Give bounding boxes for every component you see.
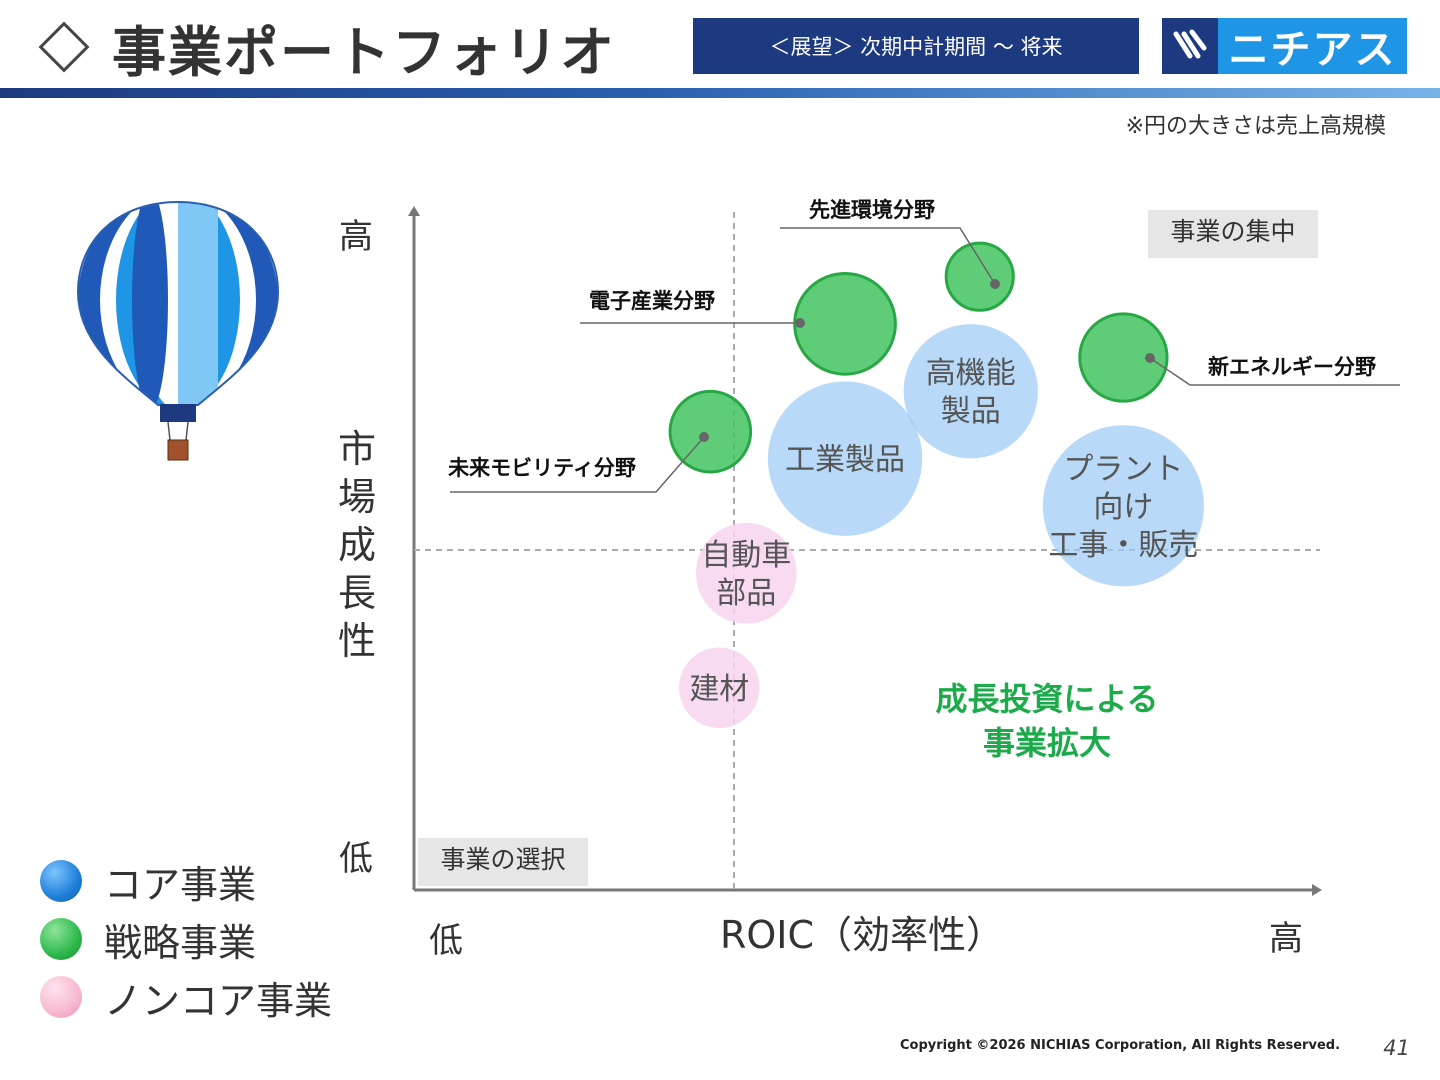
- x-axis-title: ROIC（効率性）: [720, 913, 1004, 957]
- strategic-bubble-label: 電子産業分野: [589, 289, 715, 313]
- leader-dot: [699, 432, 709, 442]
- core-bubble-label: 製品: [941, 394, 1001, 429]
- core-dot-icon: [40, 860, 82, 902]
- strategic-dot-icon: [40, 918, 82, 960]
- y-axis-title-char: 成: [338, 523, 376, 567]
- leader-dot: [795, 318, 805, 328]
- strategic-bubble: [668, 389, 753, 474]
- x-axis-low-label: 低: [429, 921, 463, 961]
- noncore-bubble-label: 建材: [689, 672, 749, 707]
- core-bubble-label: 工事・販売: [1048, 528, 1198, 563]
- strategic-bubble-label: 先進環境分野: [809, 198, 935, 222]
- y-axis-high-label: 高: [339, 217, 373, 257]
- noncore-bubble: [679, 647, 760, 729]
- core-bubble: [767, 381, 923, 536]
- strategic-bubble: [793, 271, 897, 376]
- header-divider: [0, 88, 1440, 98]
- legend-item-core: コア事業: [40, 852, 332, 910]
- noncore-bubble-label: 自動車: [701, 538, 791, 573]
- page-title-bar: 事業ポートフォリオ: [32, 12, 616, 84]
- quadrant-box-bottom-left: [418, 838, 588, 886]
- core-bubble-label: プラント: [1063, 452, 1183, 487]
- size-note: ※円の大きさは売上高規模: [1125, 114, 1386, 139]
- legend-label: ノンコア事業: [104, 978, 333, 1023]
- leader-line: [450, 436, 705, 493]
- hot-air-balloon-illustration: [76, 200, 280, 461]
- quadrant-box-top-right: [1148, 210, 1318, 258]
- leader-dot: [990, 279, 1000, 289]
- growth-annotation: 事業拡大: [983, 724, 1111, 762]
- noncore-bubble: [695, 522, 797, 624]
- copyright-text: Copyright ©2026 NICHIAS Corporation, All…: [900, 1038, 1341, 1053]
- page-title: 事業ポートフォリオ: [112, 20, 616, 84]
- page-number: 41: [1383, 1036, 1410, 1060]
- x-axis-high-label: 高: [1269, 919, 1303, 959]
- legend-item-strategic: 戦略事業: [40, 910, 332, 968]
- company-logo: ニチアス: [1162, 18, 1407, 74]
- core-bubble-label: 向け: [1093, 490, 1153, 525]
- quadrant-label-top-right: 事業の集中: [1170, 217, 1295, 246]
- y-axis-arrow-icon: [408, 206, 420, 216]
- strategic-bubble-label: 新エネルギー分野: [1208, 355, 1376, 379]
- logo-mark-icon: [1162, 18, 1218, 74]
- noncore-dot-icon: [40, 976, 82, 1018]
- strategic-bubble-label: 未来モビリティ分野: [448, 456, 636, 480]
- y-axis-title-char: 長: [338, 571, 376, 615]
- quadrant-label-bottom-left: 事業の選択: [440, 845, 565, 874]
- y-axis-title-char: 性: [338, 619, 376, 663]
- noncore-bubble-label: 部品: [716, 576, 776, 611]
- y-axis-title-char: 市: [338, 427, 376, 471]
- leader-line: [1149, 357, 1400, 386]
- leader-line: [780, 227, 996, 285]
- growth-annotation: 成長投資による: [935, 680, 1158, 718]
- x-axis-arrow-icon: [1312, 884, 1322, 896]
- leader-dot: [1145, 353, 1155, 363]
- chart-legend: コア事業 戦略事業 ノンコア事業: [40, 852, 332, 1026]
- y-axis-title-char: 場: [338, 475, 376, 519]
- legend-label: 戦略事業: [104, 920, 257, 965]
- y-axis-low-label: 低: [339, 839, 373, 879]
- strategic-bubble: [1078, 312, 1169, 403]
- legend-label: コア事業: [104, 862, 257, 907]
- logo-text: ニチアス: [1218, 18, 1407, 74]
- core-bubble-label: 工業製品: [785, 443, 905, 478]
- strategic-bubble: [944, 241, 1015, 312]
- core-bubble: [903, 324, 1038, 459]
- legend-item-noncore: ノンコア事業: [40, 968, 332, 1026]
- core-bubble: [1042, 425, 1204, 587]
- breadcrumb: ＜展望＞ 次期中計期間 ～ 将来: [693, 18, 1139, 74]
- core-bubble-label: 高機能: [926, 356, 1016, 391]
